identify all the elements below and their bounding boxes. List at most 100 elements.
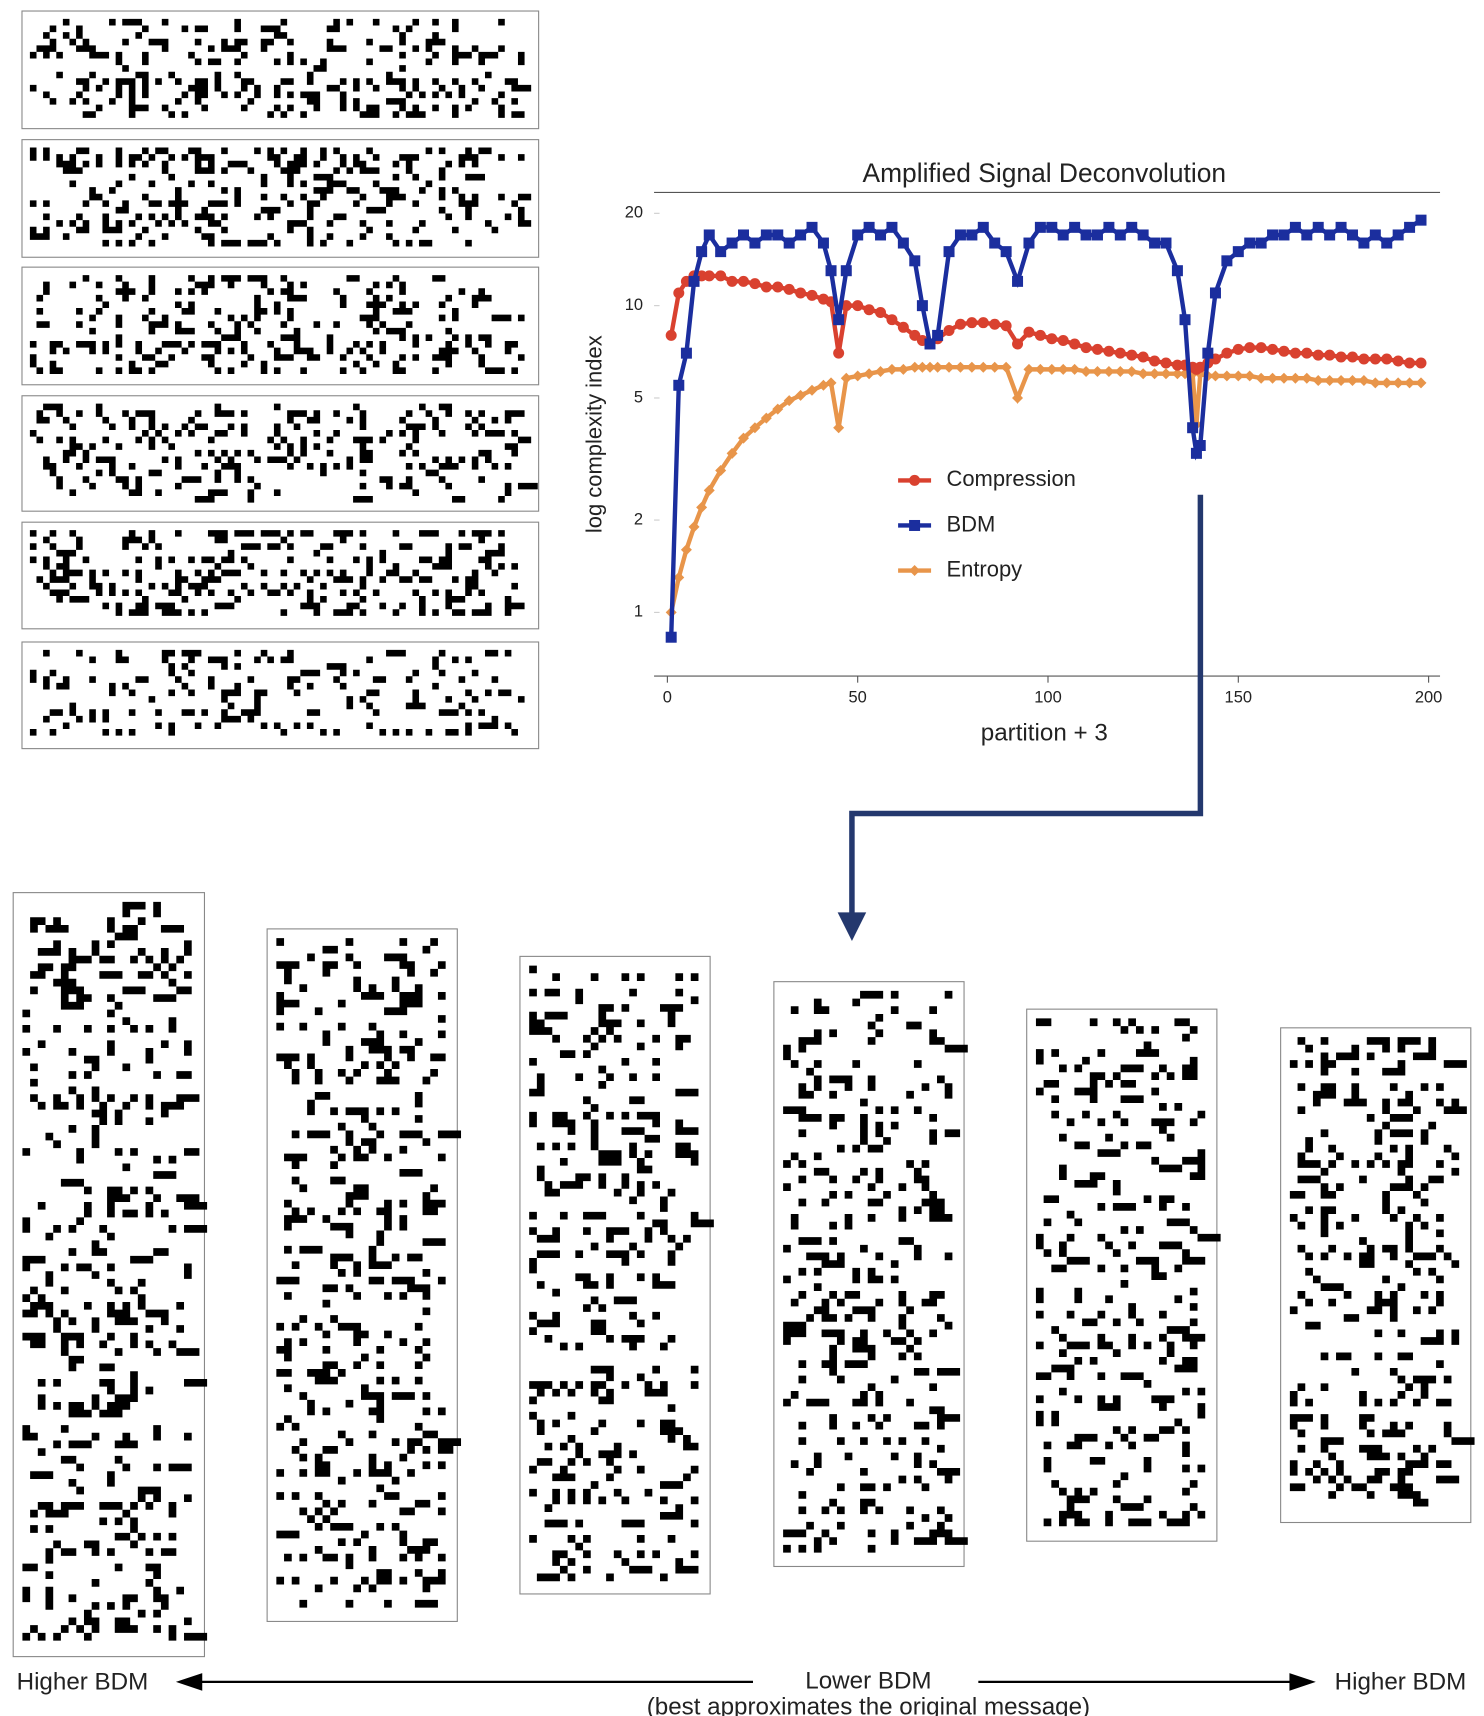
data-point [966,229,978,241]
data-point [1381,353,1393,365]
data-point [715,465,727,477]
legend-marker [909,474,921,486]
data-point [703,229,715,241]
data-point [1358,375,1370,387]
data-point [1190,447,1202,459]
data-point [886,221,898,233]
pixel-pattern [29,147,532,247]
plot: 0 50 100 150 200 1 2 5 10 20 Compression BDM Entropy [625,204,1443,707]
data-point [1046,333,1058,345]
data-point [924,361,936,373]
data-point [1404,357,1416,369]
data-point [989,237,1001,249]
data-point [673,571,685,583]
data-point [909,255,921,267]
data-point [1171,265,1183,277]
right-arrowhead [1289,1673,1316,1691]
data-point [1160,357,1172,369]
data-point [1335,375,1347,387]
data-point [1000,320,1012,332]
data-point [1312,221,1324,233]
data-point [696,246,708,258]
data-point [1232,370,1244,382]
data-point [1381,237,1393,249]
data-point [1069,221,1081,233]
data-point [1057,334,1069,346]
data-point [760,281,772,293]
data-point [1346,351,1358,363]
data-point [1358,237,1370,249]
data-point [1034,363,1046,375]
pixel-panel [21,266,540,386]
data-point [1091,366,1103,377]
data-point [943,246,955,258]
data-point [989,361,1001,373]
data-point [688,275,700,287]
data-point [1149,237,1161,249]
pixel-panel [519,955,711,1595]
data-point [749,237,761,249]
data-point [966,361,978,373]
left-arrowhead [175,1673,203,1691]
data-point [909,361,921,373]
data-point [932,329,944,341]
data-point [738,432,750,444]
data-point [1114,347,1126,359]
data-point [1103,366,1115,377]
data-point [863,368,875,380]
data-point [696,501,708,513]
data-point [875,366,887,377]
pixel-pattern [29,275,525,374]
pixel-pattern [29,18,532,118]
data-point [806,221,818,233]
data-point [1392,355,1404,367]
data-point [1209,370,1221,382]
y-axis-label: log complexity index [582,335,607,533]
data-point [897,363,909,375]
data-point [1209,287,1221,299]
pixel-pattern [1035,1018,1221,1527]
data-point [916,300,928,312]
data-point [1301,372,1313,384]
data-point [806,384,818,396]
data-point [977,361,989,373]
x-tick-label: 200 [1415,688,1442,706]
data-point [852,370,864,382]
data-point [1103,345,1115,357]
data-point [1267,372,1279,384]
data-point [1057,363,1069,375]
data-point [726,237,738,249]
data-point [1057,229,1069,241]
data-point [760,412,772,424]
data-point [966,317,978,329]
x-tick-label: 50 [849,688,867,706]
data-point [1346,375,1358,387]
data-point [977,221,989,233]
data-point [1012,275,1024,287]
data-point [1091,229,1103,241]
legend-marker [909,519,921,531]
data-point [932,361,944,373]
data-point [795,287,807,299]
data-point [1171,368,1183,380]
data-point [1034,329,1046,341]
data-point [1404,221,1416,233]
data-point [806,289,818,301]
pixel-pattern [1289,1037,1475,1507]
data-point [795,389,807,401]
data-point [833,314,845,326]
data-point [1324,375,1336,387]
data-point [795,229,807,241]
data-point [1244,237,1256,249]
pixel-pattern [29,530,525,616]
data-point [1000,246,1012,258]
data-point [1149,368,1161,380]
data-point [1267,229,1279,241]
legend-label: Entropy [946,556,1022,581]
legend-label: BDM [946,511,995,536]
data-point [726,447,738,459]
data-point [1232,343,1244,355]
y-tick-label: 20 [625,204,643,222]
data-point [1392,229,1404,241]
data-point [943,324,955,336]
